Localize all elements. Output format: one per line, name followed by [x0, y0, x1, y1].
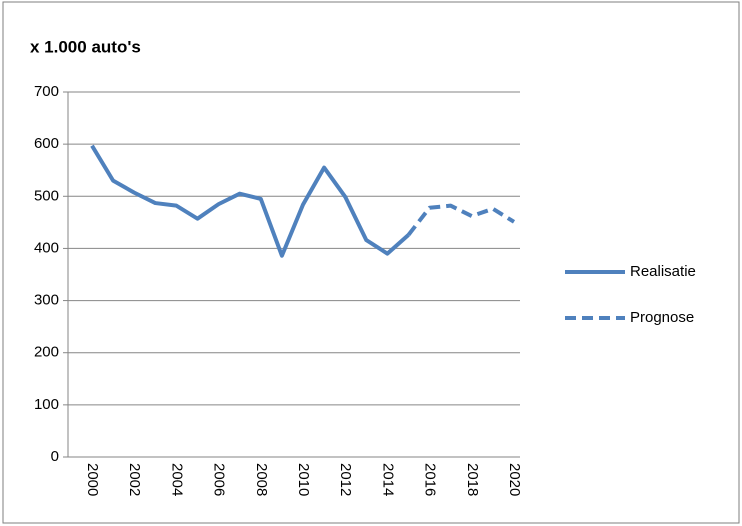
x-tick-label: 2018 [464, 463, 481, 496]
legend-label: Realisatie [630, 263, 696, 280]
x-tick-label: 2004 [168, 463, 185, 496]
y-tick-label: 100 [34, 396, 59, 413]
legend-label: Prognose [630, 309, 694, 326]
series-line [406, 203, 516, 237]
x-tick-label: 2016 [422, 463, 439, 496]
y-tick-label: 700 [34, 83, 59, 100]
y-tick-label: 200 [34, 344, 59, 361]
y-tick-label: 500 [34, 187, 59, 204]
x-tick-label: 2010 [295, 463, 312, 496]
x-tick-label: 2012 [337, 463, 354, 496]
x-tick-label: 2000 [84, 463, 101, 496]
x-tick-label: 2002 [126, 463, 143, 496]
y-tick-label: 600 [34, 135, 59, 152]
x-tick-label: 2008 [253, 463, 270, 496]
y-tick-label: 400 [34, 239, 59, 256]
y-tick-label: 300 [34, 292, 59, 309]
x-tick-label: 2020 [506, 463, 523, 496]
x-tick-label: 2006 [211, 463, 228, 496]
y-tick-label: 0 [51, 448, 59, 465]
chart-title: x 1.000 auto's [30, 37, 141, 56]
series-line [90, 144, 410, 258]
x-tick-label: 2014 [379, 463, 396, 496]
